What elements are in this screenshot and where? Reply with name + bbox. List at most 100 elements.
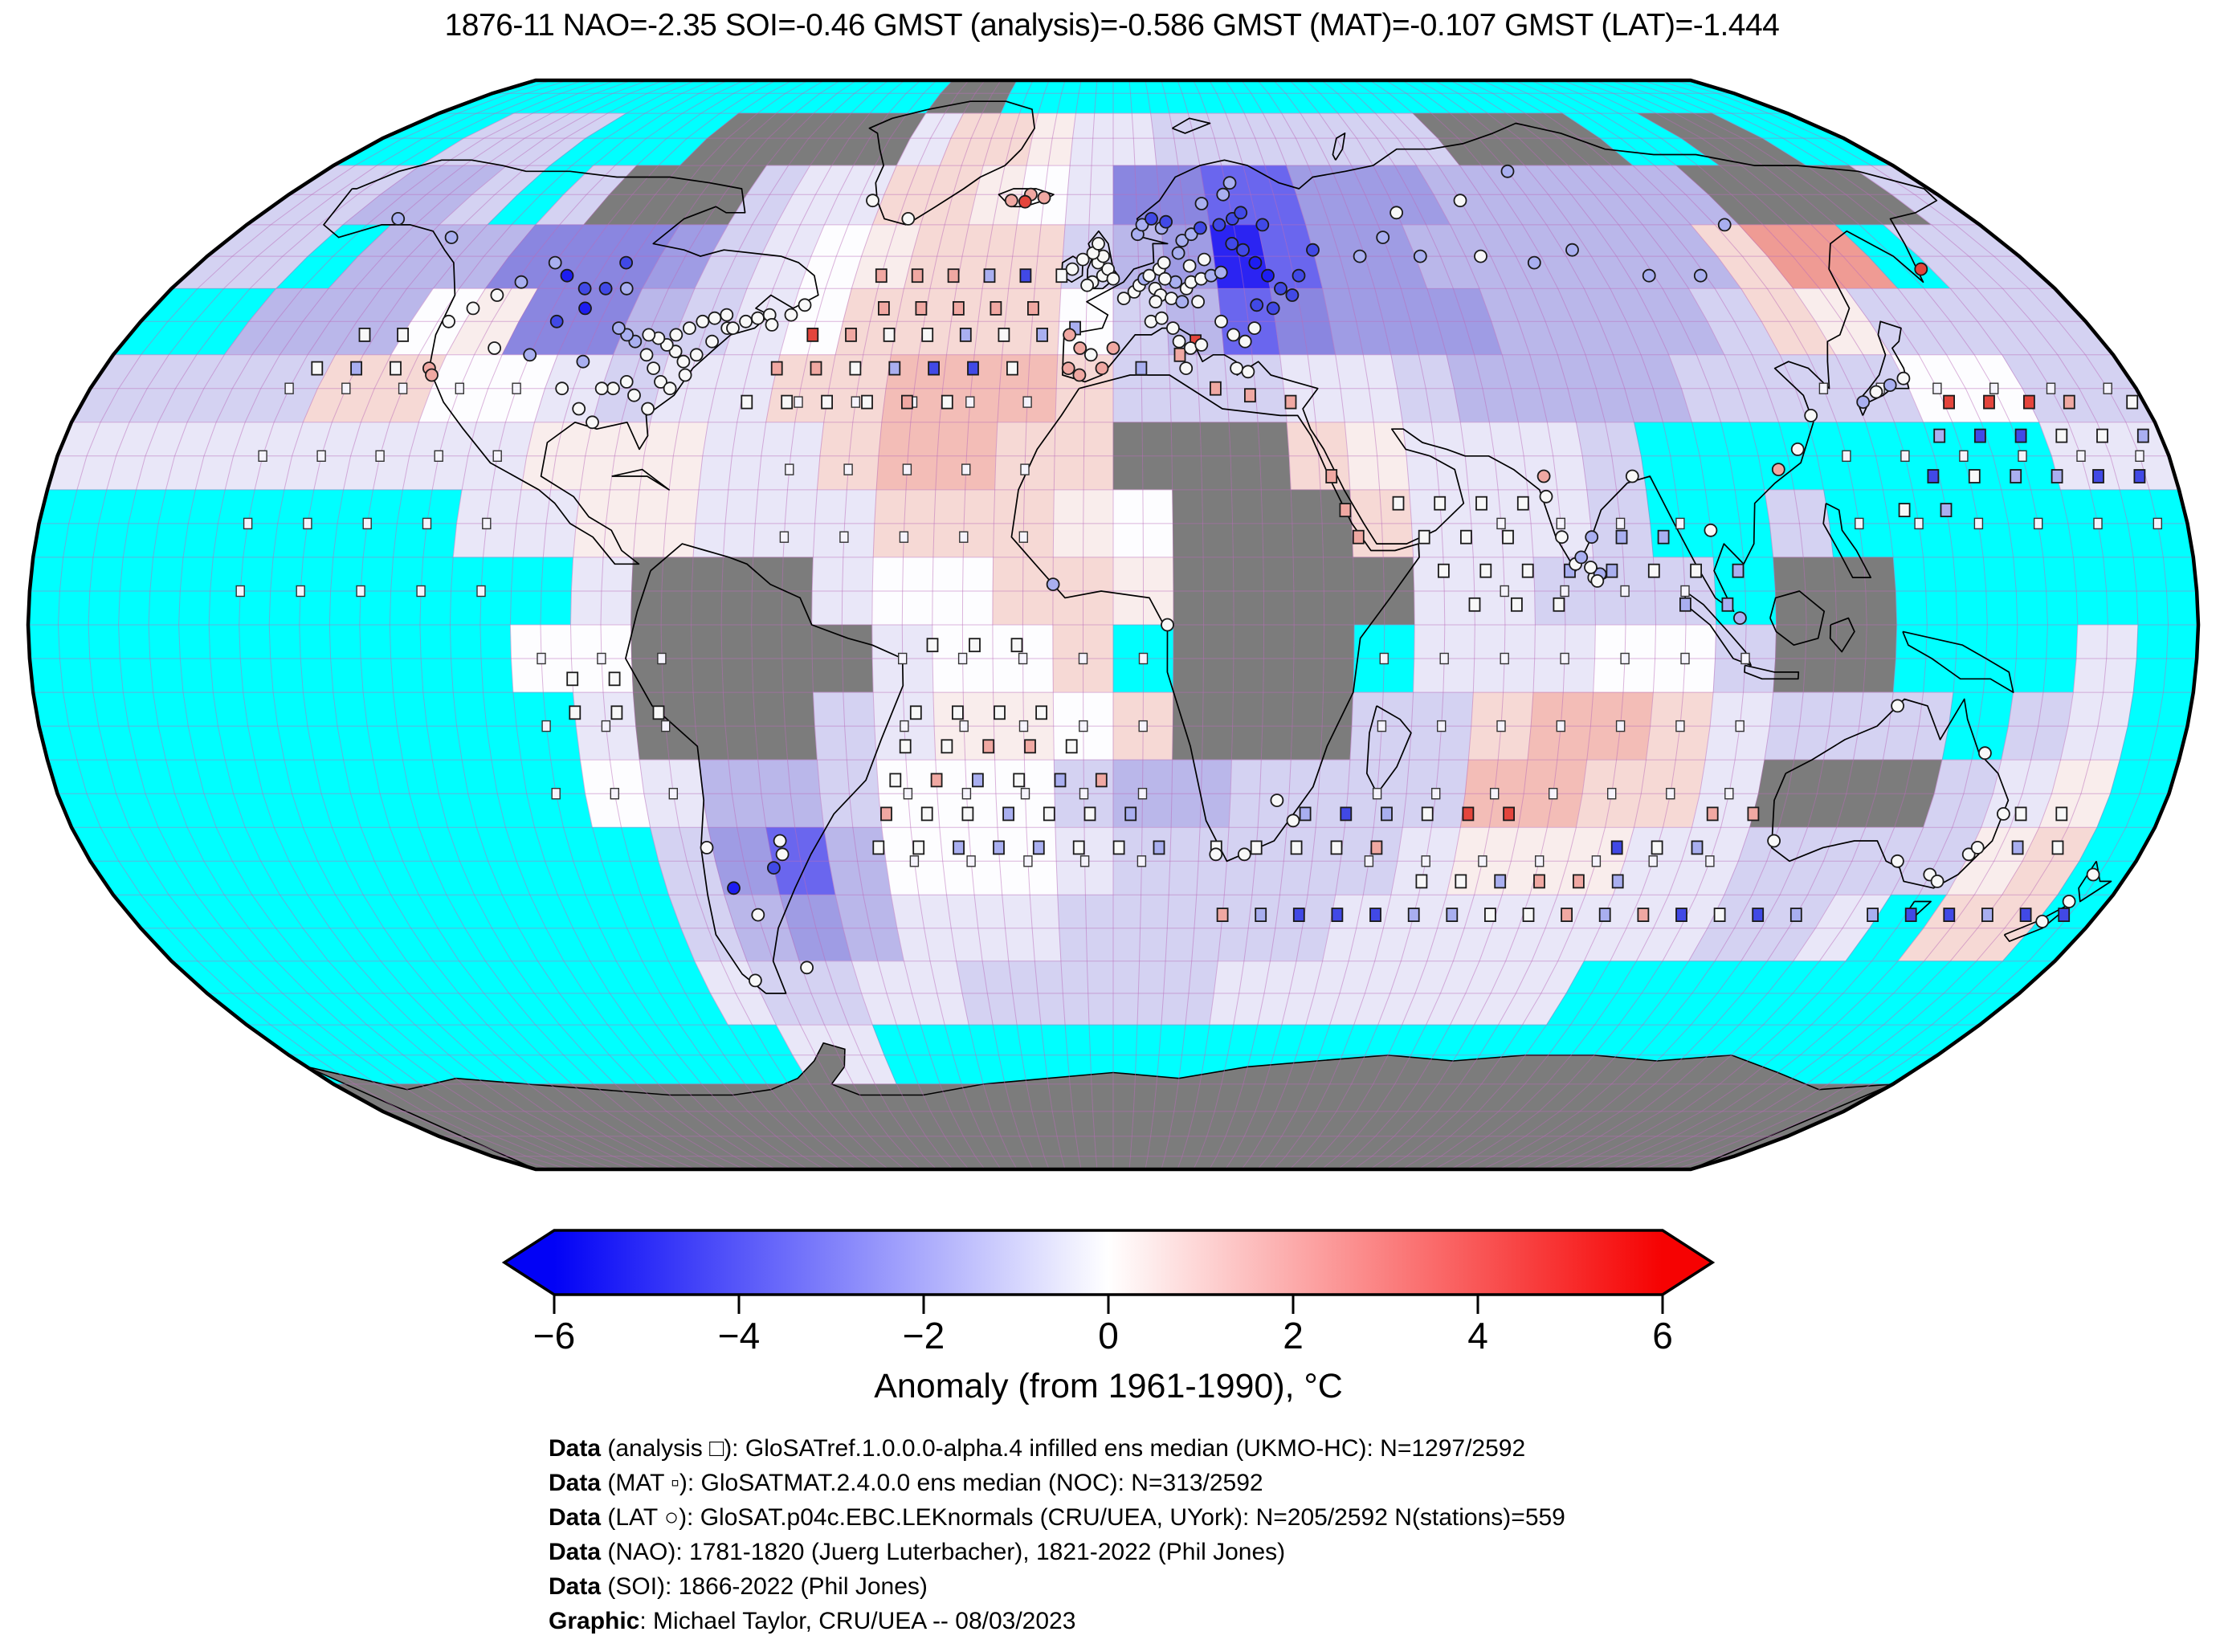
lat-circle-marker — [676, 354, 691, 369]
mat-square-marker — [1657, 529, 1670, 545]
analysis-square-marker — [537, 652, 546, 665]
analysis-square-marker — [1675, 720, 1685, 732]
mat-square-marker — [2096, 428, 2108, 443]
mat-square-marker — [1522, 908, 1535, 922]
lat-circle-marker — [767, 861, 781, 875]
mat-square-marker — [2126, 394, 2139, 410]
mat-square-marker — [1284, 394, 1297, 410]
mat-square-marker — [1331, 908, 1344, 922]
lat-circle-marker — [1212, 218, 1226, 232]
mat-square-marker — [961, 806, 974, 822]
lat-circle-marker — [1157, 255, 1171, 270]
analysis-square-marker — [1079, 788, 1089, 800]
mat-square-marker — [1647, 563, 1660, 578]
coastline — [1902, 630, 2014, 693]
analysis-square-marker — [1500, 652, 1509, 665]
lat-circle-marker — [1292, 268, 1306, 283]
analysis-square-marker — [512, 382, 521, 394]
lat-circle-marker — [1539, 489, 1553, 504]
mat-square-marker — [1072, 840, 1085, 855]
mat-square-marker — [861, 394, 873, 410]
analysis-square-marker — [1615, 517, 1626, 530]
coastlines — [323, 100, 2112, 994]
mat-square-marker — [1511, 597, 1523, 612]
lat-circle-marker — [641, 402, 655, 416]
analysis-square-marker — [482, 517, 492, 530]
mat-square-marker — [1904, 908, 1917, 922]
analysis-square-marker — [1548, 788, 1558, 800]
lat-circle-marker — [1474, 249, 1487, 263]
mat-square-marker — [1438, 563, 1450, 578]
mat-square-marker — [1418, 529, 1430, 545]
lat-circle-marker — [523, 348, 537, 362]
lat-circle-marker — [683, 321, 696, 336]
coastline — [868, 100, 1035, 226]
mat-square-marker — [1290, 840, 1303, 855]
lat-circle-marker — [1500, 164, 1515, 178]
lat-circle-marker — [1166, 321, 1180, 336]
mat-square-marker — [1898, 503, 1911, 517]
world-anomaly-map — [26, 78, 2201, 1172]
analysis-square-marker — [1932, 382, 1942, 394]
lat-circle-marker — [696, 314, 710, 328]
analysis-square-marker — [1818, 382, 1829, 394]
outline — [26, 78, 2201, 1172]
mat-square-marker — [2051, 469, 2063, 483]
mat-square-marker — [928, 361, 940, 376]
lat-circle-marker — [1073, 341, 1088, 355]
mat-square-marker — [1055, 268, 1068, 283]
lat-circle-marker — [548, 255, 562, 270]
analysis-square-marker — [1489, 788, 1500, 800]
mat-square-marker — [1216, 908, 1229, 922]
analysis-square-marker — [2153, 517, 2163, 530]
lat-circle-marker — [726, 321, 740, 336]
analysis-square-marker — [1018, 720, 1029, 732]
lat-circle-marker — [1717, 218, 1732, 232]
lat-circle-marker — [1158, 271, 1172, 286]
mat-square-marker — [1002, 806, 1014, 822]
mat-square-marker — [2011, 840, 2024, 855]
analysis-square-marker — [1022, 396, 1032, 408]
mat-square-marker — [878, 300, 890, 316]
lat-circle-marker — [555, 381, 569, 396]
analysis-square-marker — [839, 531, 849, 543]
analysis-square-marker — [1740, 652, 1750, 665]
mat-square-marker — [1521, 563, 1534, 578]
lat-circle-marker — [1255, 218, 1270, 232]
mat-square-marker — [845, 327, 857, 342]
analysis-square-marker — [897, 652, 908, 665]
lat-circle-marker — [647, 361, 660, 376]
lat-circle-marker — [654, 374, 667, 389]
lat-circle-marker — [560, 268, 574, 283]
lat-circle-marker — [1175, 295, 1190, 309]
analysis-square-marker — [610, 788, 619, 800]
mat-square-marker — [1421, 806, 1434, 822]
lat-circle-marker — [2086, 867, 2100, 882]
lat-circle-marker — [1790, 443, 1805, 456]
colorbar-tick-label: 0 — [1098, 1315, 1119, 1356]
coastline — [1770, 698, 2010, 889]
mat-square-marker — [1494, 874, 1507, 889]
lat-circle-marker — [572, 402, 586, 416]
mat-square-marker — [1598, 908, 1611, 922]
colorbar-tick-marks — [553, 1295, 1664, 1314]
lat-circle-marker — [1804, 409, 1818, 422]
figure-title: 1876-11 NAO=-2.35 SOI=-0.46 GMST (analys… — [444, 8, 1780, 43]
lat-circle-marker — [2035, 915, 2050, 928]
lat-circle-marker — [800, 961, 814, 975]
mat-square-marker — [875, 268, 888, 283]
mat-square-marker — [1637, 908, 1650, 922]
mat-square-marker — [1027, 300, 1039, 316]
mat-square-marker — [610, 705, 623, 720]
mat-square-marker — [941, 394, 953, 410]
lat-circle-marker — [1179, 361, 1194, 376]
mat-square-marker — [1943, 908, 1956, 922]
lat-circle-marker — [1247, 321, 1262, 336]
lat-circle-marker — [1083, 348, 1098, 362]
mat-square-marker — [1479, 563, 1492, 578]
analysis-square-marker — [1496, 517, 1506, 530]
mat-square-marker — [2019, 908, 2032, 922]
lat-circle-marker — [1161, 618, 1174, 632]
mat-square-marker — [2055, 428, 2068, 443]
mat-square-marker — [993, 840, 1005, 855]
